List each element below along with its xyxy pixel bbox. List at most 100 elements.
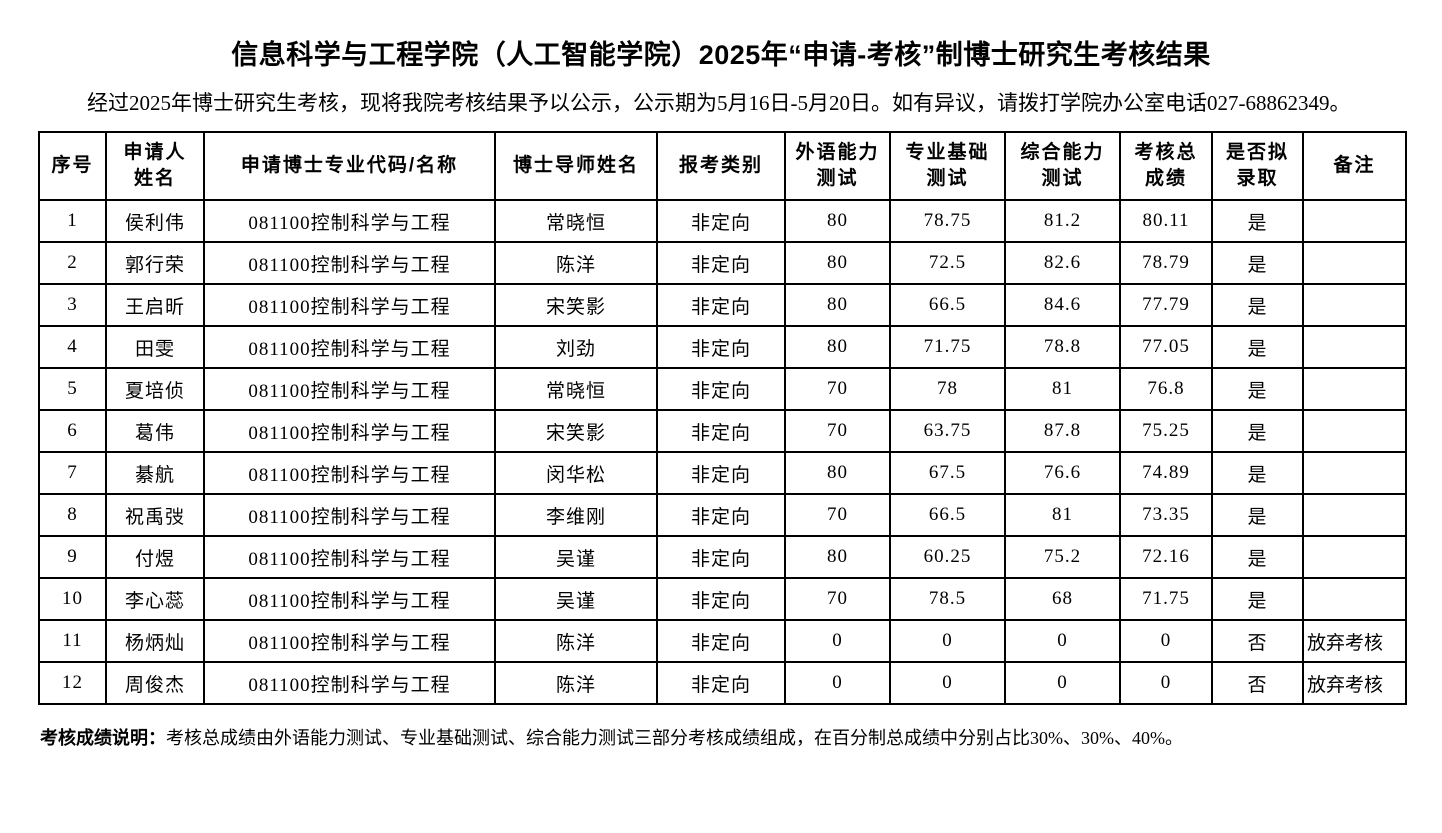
cell-index: 5 — [38, 367, 107, 411]
cell-supervisor-name: 刘劲 — [494, 325, 658, 369]
cell-index: 3 — [38, 283, 107, 327]
cell-foreign-language-score: 70 — [784, 367, 891, 411]
cell-supervisor-name: 常晓恒 — [494, 199, 658, 243]
cell-remark — [1302, 241, 1407, 285]
cell-foreign-language-score: 0 — [784, 661, 891, 705]
cell-admitted: 是 — [1211, 241, 1304, 285]
cell-total-score: 72.16 — [1119, 535, 1213, 579]
cell-comprehensive-ability-score: 78.8 — [1004, 325, 1121, 369]
cell-enrollment-category: 非定向 — [656, 619, 786, 663]
cell-professional-basis-score: 66.5 — [889, 283, 1006, 327]
note-label: 考核成绩说明： — [40, 728, 166, 748]
cell-comprehensive-ability-score: 84.6 — [1004, 283, 1121, 327]
cell-professional-basis-score: 60.25 — [889, 535, 1006, 579]
cell-enrollment-category: 非定向 — [656, 661, 786, 705]
cell-major-code-name: 081100控制科学与工程 — [203, 367, 496, 411]
cell-remark — [1302, 283, 1407, 327]
column-header-major-code-name: 申请博士专业代码/名称 — [203, 131, 496, 201]
cell-professional-basis-score: 0 — [889, 661, 1006, 705]
cell-remark — [1302, 493, 1407, 537]
cell-admitted: 是 — [1211, 283, 1304, 327]
cell-supervisor-name: 吴谨 — [494, 535, 658, 579]
cell-foreign-language-score: 80 — [784, 241, 891, 285]
table-row: 12 周俊杰 081100控制科学与工程 陈洋 非定向 0 0 0 0 否放弃考核 — [38, 661, 1407, 705]
cell-foreign-language-score: 70 — [784, 409, 891, 453]
cell-comprehensive-ability-score: 81.2 — [1004, 199, 1121, 243]
cell-professional-basis-score: 71.75 — [889, 325, 1006, 369]
results-table: 序号 申请人 姓名 申请博士专业代码/名称 博士导师姓名 报考类别 外语能力 测试 专业基础… — [38, 131, 1407, 705]
cell-foreign-language-score: 0 — [784, 619, 891, 663]
cell-applicant-name: 侯利伟 — [105, 199, 205, 243]
table-row: 1 侯利伟 081100控制科学与工程 常晓恒 非定向 80 78.75 81.2 80.11 是 — [38, 199, 1407, 243]
table-row: 5 夏培侦 081100控制科学与工程 常晓恒 非定向 70 78 81 76.8 是 — [38, 367, 1407, 411]
column-header-professional-basis-score: 专业基础 测试 — [889, 131, 1006, 201]
cell-comprehensive-ability-score: 0 — [1004, 619, 1121, 663]
cell-admitted: 否 — [1211, 619, 1304, 663]
cell-enrollment-category: 非定向 — [656, 367, 786, 411]
cell-applicant-name: 郭行荣 — [105, 241, 205, 285]
cell-comprehensive-ability-score: 68 — [1004, 577, 1121, 621]
column-header-enrollment-category: 报考类别 — [656, 131, 786, 201]
cell-applicant-name: 葛伟 — [105, 409, 205, 453]
note: 考核成绩说明：考核总成绩由外语能力测试、专业基础测试、综合能力测试三部分考核成绩… — [40, 724, 1412, 750]
cell-total-score: 76.8 — [1119, 367, 1213, 411]
cell-remark — [1302, 577, 1407, 621]
cell-enrollment-category: 非定向 — [656, 325, 786, 369]
cell-remark — [1302, 199, 1407, 243]
cell-applicant-name: 杨炳灿 — [105, 619, 205, 663]
cell-major-code-name: 081100控制科学与工程 — [203, 619, 496, 663]
table-row: 10 李心蕊 081100控制科学与工程 吴谨 非定向 70 78.5 68 71.75 是 — [38, 577, 1407, 621]
cell-professional-basis-score: 0 — [889, 619, 1006, 663]
cell-professional-basis-score: 63.75 — [889, 409, 1006, 453]
table-row: 9 付煜 081100控制科学与工程 吴谨 非定向 80 60.25 75.2 72.16 是 — [38, 535, 1407, 579]
cell-enrollment-category: 非定向 — [656, 535, 786, 579]
cell-total-score: 74.89 — [1119, 451, 1213, 495]
table-row: 11 杨炳灿 081100控制科学与工程 陈洋 非定向 0 0 0 0 否放弃考核 — [38, 619, 1407, 663]
cell-comprehensive-ability-score: 82.6 — [1004, 241, 1121, 285]
cell-major-code-name: 081100控制科学与工程 — [203, 283, 496, 327]
cell-index: 9 — [38, 535, 107, 579]
cell-total-score: 71.75 — [1119, 577, 1213, 621]
cell-foreign-language-score: 80 — [784, 451, 891, 495]
cell-enrollment-category: 非定向 — [656, 451, 786, 495]
cell-admitted: 是 — [1211, 199, 1304, 243]
cell-major-code-name: 081100控制科学与工程 — [203, 241, 496, 285]
table-row: 7 綦航 081100控制科学与工程 闵华松 非定向 80 67.5 76.6 74.89 是 — [38, 451, 1407, 495]
cell-enrollment-category: 非定向 — [656, 577, 786, 621]
page-title: 信息科学与工程学院（人工智能学院）2025年“申请-考核”制博士研究生考核结果 — [231, 40, 1211, 70]
cell-major-code-name: 081100控制科学与工程 — [203, 451, 496, 495]
cell-total-score: 73.35 — [1119, 493, 1213, 537]
note-text: 考核总成绩由外语能力测试、专业基础测试、综合能力测试三部分考核成绩组成，在百分制… — [166, 728, 1183, 748]
cell-applicant-name: 付煜 — [105, 535, 205, 579]
cell-major-code-name: 081100控制科学与工程 — [203, 199, 496, 243]
cell-remark — [1302, 367, 1407, 411]
cell-total-score: 80.11 — [1119, 199, 1213, 243]
table-body: 1 侯利伟 081100控制科学与工程 常晓恒 非定向 80 78.75 81.2 80.11 是… — [38, 199, 1407, 705]
cell-total-score: 77.79 — [1119, 283, 1213, 327]
cell-supervisor-name: 陈洋 — [494, 241, 658, 285]
cell-admitted: 是 — [1211, 493, 1304, 537]
cell-professional-basis-score: 78 — [889, 367, 1006, 411]
cell-admitted: 是 — [1211, 325, 1304, 369]
cell-index: 8 — [38, 493, 107, 537]
cell-enrollment-category: 非定向 — [656, 493, 786, 537]
cell-remark — [1302, 451, 1407, 495]
cell-total-score: 78.79 — [1119, 241, 1213, 285]
cell-applicant-name: 李心蕊 — [105, 577, 205, 621]
cell-admitted: 是 — [1211, 577, 1304, 621]
cell-index: 12 — [38, 661, 107, 705]
cell-applicant-name: 田雯 — [105, 325, 205, 369]
cell-comprehensive-ability-score: 0 — [1004, 661, 1121, 705]
cell-index: 6 — [38, 409, 107, 453]
cell-foreign-language-score: 80 — [784, 199, 891, 243]
cell-supervisor-name: 李维刚 — [494, 493, 658, 537]
column-header-comprehensive-ability-score: 综合能力 测试 — [1004, 131, 1121, 201]
table-row: 3 王启昕 081100控制科学与工程 宋笑影 非定向 80 66.5 84.6 77.79 是 — [38, 283, 1407, 327]
column-header-foreign-language-score: 外语能力 测试 — [784, 131, 891, 201]
cell-foreign-language-score: 80 — [784, 535, 891, 579]
cell-professional-basis-score: 78.75 — [889, 199, 1006, 243]
cell-major-code-name: 081100控制科学与工程 — [203, 535, 496, 579]
column-header-remark: 备注 — [1302, 131, 1407, 201]
cell-total-score: 75.25 — [1119, 409, 1213, 453]
cell-enrollment-category: 非定向 — [656, 199, 786, 243]
